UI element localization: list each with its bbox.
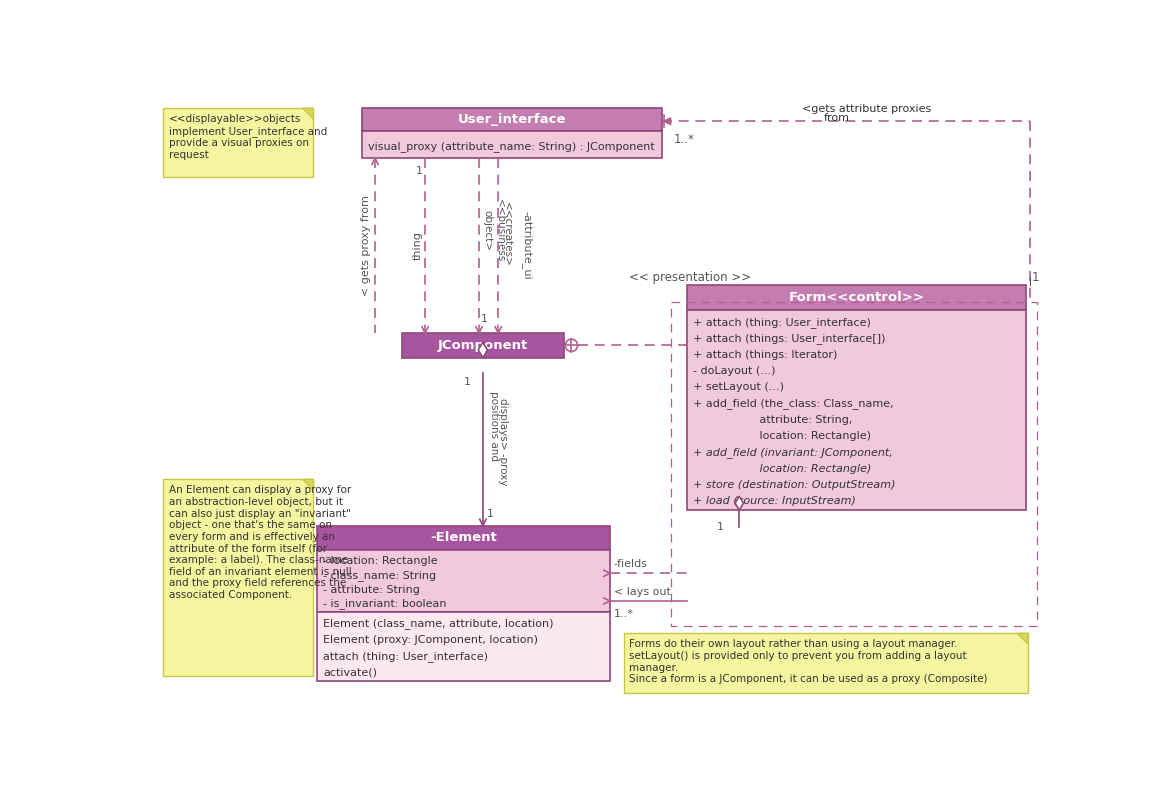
Polygon shape [735,496,744,510]
Text: + attach (things: User_interface[]): + attach (things: User_interface[]) [693,333,885,343]
Text: < lays out: < lays out [614,587,670,597]
Text: + add_field (the_class: Class_name,: + add_field (the_class: Class_name, [693,398,893,409]
Polygon shape [664,118,670,125]
Text: 1..*: 1..* [614,608,633,619]
Polygon shape [1017,634,1028,644]
Text: + add_field (invariant: JComponent,: + add_field (invariant: JComponent, [693,447,893,457]
Bar [403,333,564,358]
Text: <<business
object>: <<business object> [483,199,505,262]
Text: + attach (things: Iterator): + attach (things: Iterator) [693,350,838,360]
Text: -attribute_ui: -attribute_ui [521,211,532,280]
Text: + setLayout (...): + setLayout (...) [693,382,784,392]
Text: thing: thing [413,231,422,260]
Text: 1: 1 [1032,271,1039,284]
Bar [362,108,662,131]
Text: location: Rectangle): location: Rectangle) [693,464,871,474]
Text: Forms do their own layout rather than using a layout manager.
setLayout() is pro: Forms do their own layout rather than us… [629,640,987,685]
Text: Form<<control>>: Form<<control>> [789,291,925,304]
Text: JComponent: JComponent [437,339,528,352]
Polygon shape [303,108,313,119]
Text: positions and: positions and [490,391,499,461]
Text: <gets attribute proxies: <gets attribute proxies [803,104,931,113]
Text: - attribute: String: - attribute: String [324,585,420,594]
Bar [318,612,610,681]
Text: attribute: String,: attribute: String, [693,415,853,424]
Text: - class_name: String: - class_name: String [324,570,436,581]
Text: visual_proxy (attribute_name: String) : JComponent: visual_proxy (attribute_name: String) : … [368,141,655,152]
Text: Element (class_name, attribute, location): Element (class_name, attribute, location… [324,619,554,630]
Text: + load (source: InputStream): + load (source: InputStream) [693,496,856,506]
Text: + attach (thing: User_interface): + attach (thing: User_interface) [693,317,871,328]
Text: 1: 1 [415,166,422,176]
Bar [318,526,610,550]
Text: < gets proxy from: < gets proxy from [361,195,371,296]
Text: + store (destination: OutputStream): + store (destination: OutputStream) [693,480,896,490]
Circle shape [565,340,578,351]
Text: <<creates>: <<creates> [502,202,512,266]
Text: - is_invariant: boolean: - is_invariant: boolean [324,598,447,609]
Text: - location: Rectangle: - location: Rectangle [324,556,438,566]
Text: 1: 1 [487,509,494,520]
Text: location: Rectangle): location: Rectangle) [693,431,871,441]
Bar [624,634,1028,693]
Polygon shape [303,479,313,490]
Text: User_interface: User_interface [458,113,566,127]
Bar [164,479,313,676]
Text: << presentation >>: << presentation >> [629,271,752,284]
Text: 1..*: 1..* [674,133,695,146]
Polygon shape [478,342,487,358]
Text: 1: 1 [464,377,471,387]
Text: Element (proxy: JComponent, location): Element (proxy: JComponent, location) [324,635,538,645]
Text: attach (thing: User_interface): attach (thing: User_interface) [324,651,488,662]
Bar [687,310,1025,510]
Text: 1: 1 [717,522,724,531]
Text: - doLayout (...): - doLayout (...) [693,366,776,376]
Text: An Element can display a proxy for
an abstraction-level object, but it
can also : An Element can display a proxy for an ab… [168,486,351,600]
Text: -Element: -Element [430,531,496,545]
Bar [318,550,610,612]
Bar [687,285,1025,310]
Bar [362,131,662,158]
Text: 1: 1 [480,314,487,324]
Text: displays> -proxy: displays> -proxy [499,398,508,485]
Text: from: from [824,113,850,123]
Text: activate(): activate() [324,667,377,678]
Text: -fields: -fields [614,560,647,569]
Bar [164,108,313,178]
Text: <<displayable>>objects
implement User_interface and
provide a visual proxies on
: <<displayable>>objects implement User_in… [168,114,327,160]
